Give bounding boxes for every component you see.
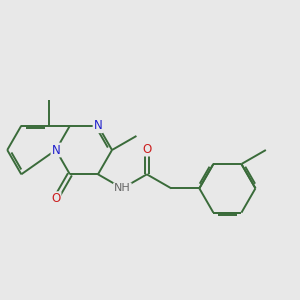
Text: O: O — [51, 192, 61, 205]
Text: N: N — [52, 143, 60, 157]
Text: N: N — [94, 119, 102, 132]
Text: O: O — [142, 142, 152, 155]
Text: NH: NH — [114, 183, 131, 193]
